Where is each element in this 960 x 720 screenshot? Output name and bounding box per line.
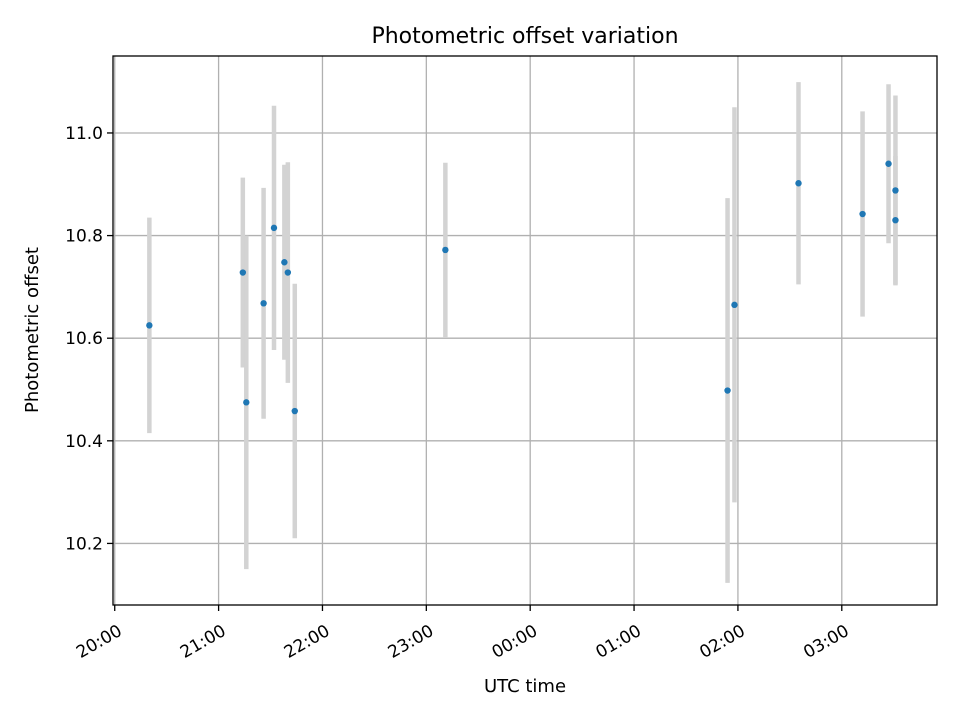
data-point	[724, 387, 731, 394]
data-point	[731, 301, 738, 309]
data-point	[795, 180, 802, 187]
data-point	[291, 407, 298, 415]
y-axis-label: Photometric offset	[22, 247, 43, 413]
y-tick-label: 10.4	[65, 432, 103, 452]
data-point	[239, 269, 247, 276]
data-point	[260, 300, 267, 307]
data-point	[243, 399, 250, 406]
data-point	[270, 224, 278, 232]
chart-title: Photometric offset variation	[371, 24, 678, 49]
data-point	[892, 187, 899, 194]
data-point	[885, 160, 892, 167]
data-points	[146, 160, 899, 415]
data-point	[859, 210, 866, 218]
y-tick-label: 10.6	[65, 329, 103, 349]
data-point	[442, 246, 449, 254]
y-tick-label: 10.8	[65, 227, 103, 247]
y-tick-label: 10.2	[65, 534, 103, 554]
x-axis-label: UTC time	[484, 676, 566, 697]
data-point	[892, 216, 899, 224]
plot-frame	[112, 55, 938, 606]
data-point	[281, 259, 288, 266]
data-point	[146, 322, 153, 329]
y-tick-label: 11.0	[65, 124, 103, 144]
data-point	[284, 269, 292, 276]
